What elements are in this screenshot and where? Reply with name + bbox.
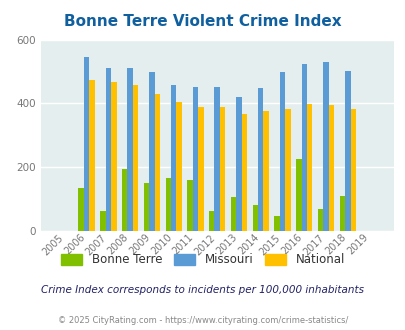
Bar xyxy=(192,87,198,231)
Bar xyxy=(105,68,111,231)
Bar xyxy=(339,196,344,231)
Bar xyxy=(306,104,312,231)
Bar xyxy=(132,85,138,231)
Bar xyxy=(209,211,214,231)
Bar xyxy=(241,114,247,231)
Bar xyxy=(127,68,132,231)
Text: © 2025 CityRating.com - https://www.cityrating.com/crime-statistics/: © 2025 CityRating.com - https://www.city… xyxy=(58,315,347,325)
Bar xyxy=(301,63,306,231)
Bar xyxy=(328,105,333,231)
Bar xyxy=(220,107,225,231)
Bar xyxy=(295,159,301,231)
Bar xyxy=(263,111,268,231)
Bar xyxy=(214,87,220,231)
Bar xyxy=(171,85,176,231)
Bar xyxy=(154,94,160,231)
Bar xyxy=(143,182,149,231)
Bar xyxy=(84,56,89,231)
Bar xyxy=(344,71,350,231)
Bar xyxy=(317,209,322,231)
Bar xyxy=(78,188,84,231)
Bar xyxy=(89,80,94,231)
Bar xyxy=(100,211,105,231)
Bar xyxy=(285,109,290,231)
Bar xyxy=(252,205,258,231)
Bar xyxy=(350,109,355,231)
Text: Crime Index corresponds to incidents per 100,000 inhabitants: Crime Index corresponds to incidents per… xyxy=(41,285,364,295)
Bar xyxy=(165,178,171,231)
Bar xyxy=(122,169,127,231)
Bar xyxy=(230,197,236,231)
Bar xyxy=(279,72,285,231)
Text: Bonne Terre Violent Crime Index: Bonne Terre Violent Crime Index xyxy=(64,14,341,29)
Bar xyxy=(176,102,181,231)
Legend: Bonne Terre, Missouri, National: Bonne Terre, Missouri, National xyxy=(61,253,344,266)
Bar xyxy=(149,73,154,231)
Bar xyxy=(258,88,263,231)
Bar xyxy=(274,216,279,231)
Bar xyxy=(111,82,116,231)
Bar xyxy=(187,180,192,231)
Bar xyxy=(322,62,328,231)
Bar xyxy=(236,97,241,231)
Bar xyxy=(198,107,203,231)
